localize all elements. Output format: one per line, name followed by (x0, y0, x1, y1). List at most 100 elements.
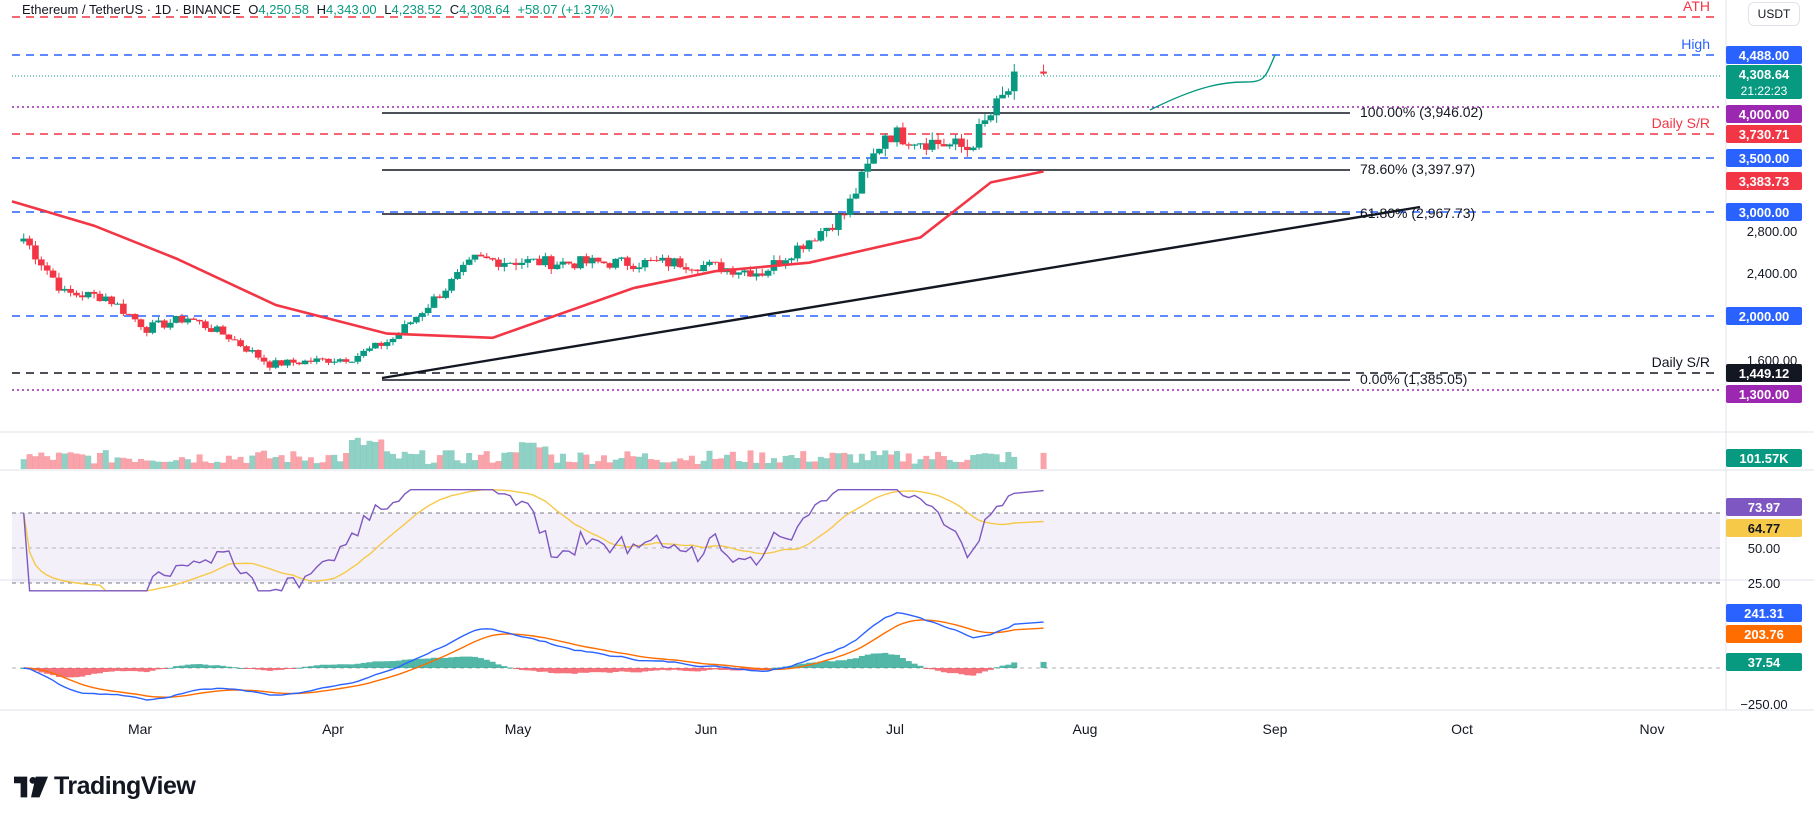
macd-hist-bar (829, 661, 836, 668)
volume-bar (559, 453, 566, 469)
candle (846, 194, 854, 218)
candle-body (835, 214, 842, 230)
candle-body (624, 257, 631, 266)
macd-hist-bar (85, 668, 92, 676)
candle-body (682, 267, 690, 270)
candle-body (794, 245, 801, 259)
volume-bar (653, 459, 660, 469)
candle-body (465, 259, 473, 265)
macd-hist-bar (108, 668, 115, 672)
candle-body (501, 263, 508, 267)
price-tag-3000-text: 3,000.00 (1739, 205, 1790, 220)
macd-hist-bar (911, 663, 918, 668)
macd-hist-bar (419, 658, 426, 668)
price-tag-1449-text: 1,449.12 (1739, 366, 1790, 381)
candle (501, 257, 508, 272)
candle-body (207, 328, 215, 332)
macd-hist-bar (208, 665, 215, 668)
volume-bar (981, 453, 988, 469)
macd-hist-bar (536, 668, 543, 672)
price-tag-3500-text: 3,500.00 (1739, 151, 1790, 166)
candle-body (999, 94, 1006, 99)
currency-button[interactable]: USDT (1748, 2, 1800, 26)
candle-body (202, 321, 209, 329)
price-tag-1300-text: 1,300.00 (1739, 387, 1790, 402)
volume-bar (477, 454, 484, 469)
x-tick-label: Aug (1073, 721, 1098, 737)
volume-bar (360, 445, 367, 469)
candle-body (665, 257, 672, 267)
volume-bar (671, 461, 678, 469)
macd-hist-bar (137, 668, 144, 672)
candle-body (700, 264, 707, 272)
volume-bar (999, 462, 1006, 469)
price-tag-1449: 1,449.12 (1726, 364, 1802, 382)
macd-hist-bar (202, 664, 209, 668)
macd-hist-bar (184, 664, 191, 668)
macd-hist-bar (343, 664, 350, 668)
candle-body (799, 245, 807, 250)
candle (817, 227, 825, 243)
volume-bar (425, 463, 432, 469)
candle (442, 288, 450, 300)
open-value: 4,250.58 (258, 2, 310, 17)
macd-tag-bg (1726, 604, 1802, 622)
tradingview-logo[interactable]: TradingView (14, 772, 196, 801)
volume-bar (161, 461, 168, 469)
candle (254, 349, 262, 360)
macd-hist-bar (600, 668, 607, 673)
candle-body (155, 320, 162, 323)
candle (342, 357, 350, 364)
volume-bar (225, 455, 232, 469)
volume-bar (149, 460, 156, 469)
macd-hist-bar (155, 668, 162, 670)
symbol-title[interactable]: Ethereum / TetherUS · 1D · BINANCE (22, 2, 241, 17)
candle-body (524, 259, 532, 263)
candle (758, 268, 766, 277)
volume-bar (817, 456, 824, 469)
candle (969, 145, 977, 152)
candle-body (829, 227, 836, 230)
volume-bar (20, 459, 27, 469)
candle (530, 258, 537, 261)
candle (272, 357, 280, 370)
candle (231, 336, 239, 341)
candle (424, 304, 432, 316)
candle-body (307, 360, 315, 362)
rsi-ma-tag: 64.77 (1726, 519, 1802, 537)
candle-body (196, 319, 203, 322)
price-chart[interactable]: ATH High Daily S/R Daily S/R 100.00% (3,946.… (0, 0, 1814, 760)
candle-body (870, 153, 877, 164)
close-value: 4,308.64 (459, 2, 510, 17)
macd-hist-bar (466, 656, 473, 668)
candle-body (887, 135, 895, 143)
macd-hist-bar (894, 654, 901, 668)
volume-bar (184, 459, 191, 469)
candle-body (436, 296, 444, 298)
level-label: ATH (1683, 0, 1710, 14)
volume-bar (847, 454, 854, 469)
candle (137, 318, 145, 331)
candle (102, 293, 110, 302)
change-value: +58.07 (+1.37%) (517, 2, 615, 17)
candle (84, 291, 92, 299)
volume-bar (214, 461, 221, 469)
candle-body (331, 361, 338, 363)
candle (577, 255, 584, 270)
macd-hist-bar (647, 668, 654, 671)
candle-body (905, 144, 913, 146)
candle-body (975, 123, 983, 148)
candle-body (137, 319, 145, 328)
volume-bar (343, 452, 350, 469)
candle (946, 143, 954, 149)
candle-body (272, 360, 280, 368)
candle (665, 255, 672, 271)
macd-hist-bar (589, 668, 596, 673)
candle (32, 240, 39, 265)
candle-body (735, 272, 743, 275)
macd-hist-bar (237, 667, 244, 669)
candle-body (319, 358, 326, 360)
candle-body (290, 359, 297, 363)
candle-body (131, 314, 139, 320)
candle (694, 269, 702, 274)
